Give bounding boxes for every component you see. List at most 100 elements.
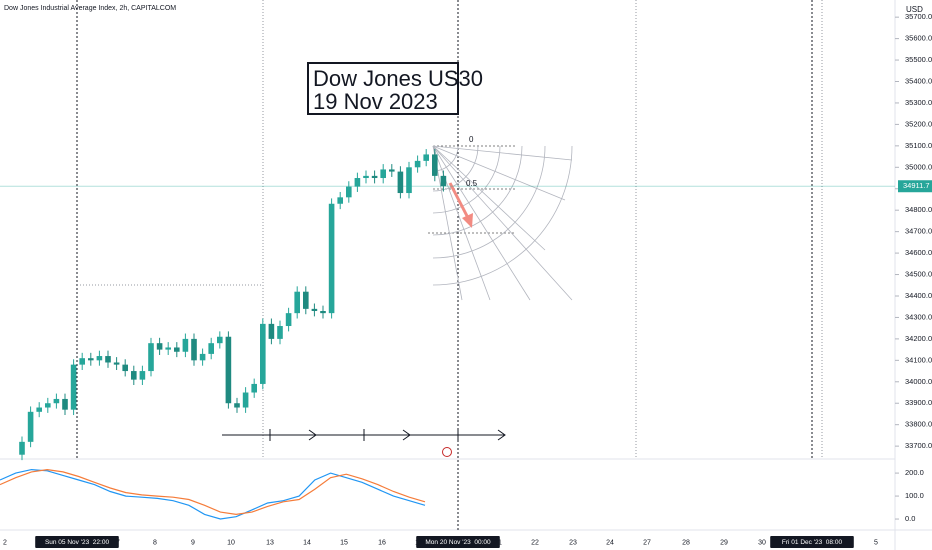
candle-body xyxy=(294,291,300,314)
last-price-label: 34911.7 xyxy=(903,181,930,190)
x-tick-label: 2 xyxy=(3,539,7,546)
x-tick-label: 14 xyxy=(303,539,311,546)
candle-body xyxy=(45,403,51,408)
candle-body xyxy=(122,364,128,372)
annotation-line: Dow Jones US30 xyxy=(313,66,483,91)
y-tick-label: 35200.0 xyxy=(905,119,932,128)
x-label-box xyxy=(416,536,500,548)
candle-body xyxy=(79,358,85,365)
y-tick-label: 35700.0 xyxy=(905,12,932,21)
x-tick-label: 10 xyxy=(227,539,235,546)
candle-body xyxy=(260,323,266,384)
y-tick-label: 34800.0 xyxy=(905,205,932,214)
candle-body xyxy=(380,169,386,179)
x-tick-label: 15 xyxy=(340,539,348,546)
x-tick-label: 9 xyxy=(191,539,195,546)
annotation-box xyxy=(307,62,459,115)
candle-body xyxy=(320,311,326,314)
x-tick-label: 29 xyxy=(720,539,728,546)
candle-body xyxy=(217,336,223,344)
x-label-box xyxy=(35,536,119,548)
x-tick-label: 21 xyxy=(494,539,502,546)
y-tick-label: 34700.0 xyxy=(905,227,932,236)
y-tick-label: 34400.0 xyxy=(905,291,932,300)
candle-body xyxy=(53,398,60,404)
y-tick-label: 35500.0 xyxy=(905,55,932,64)
osc-y-tick-label: 0.0 xyxy=(905,514,915,523)
x-tick-label: 23 xyxy=(569,539,577,546)
candle-body xyxy=(251,383,257,393)
candle-body xyxy=(62,398,68,410)
candle-body xyxy=(242,392,249,408)
candle-body xyxy=(337,197,343,204)
x-tick-label: 5 xyxy=(874,539,878,546)
x-tick-label: Sun 05 Nov '23 22:00 xyxy=(45,539,110,546)
candle-body xyxy=(174,347,180,352)
candle-body xyxy=(208,343,214,354)
fib-fan xyxy=(428,145,573,301)
candle-body xyxy=(311,308,318,312)
x-tick-label: 7 xyxy=(116,539,120,546)
osc-line xyxy=(0,468,426,520)
last-price-box xyxy=(898,180,932,193)
y-tick-label: 34200.0 xyxy=(905,334,932,343)
candle-body xyxy=(36,407,42,412)
candle-body xyxy=(285,313,292,327)
candle-body xyxy=(105,356,111,363)
candle-body xyxy=(96,356,103,361)
candle-body xyxy=(363,175,369,179)
candle-body xyxy=(432,154,438,176)
x-tick-label: 24 xyxy=(606,539,614,546)
candle-body xyxy=(27,411,34,442)
x-tick-label: 13 xyxy=(266,539,274,546)
fib-label: 0 xyxy=(469,135,474,144)
candle-body xyxy=(131,371,137,380)
x-tick-label: 27 xyxy=(643,539,651,546)
candle-body xyxy=(139,371,146,380)
y-tick-label: 34600.0 xyxy=(905,248,932,257)
y-tick-label: 35600.0 xyxy=(905,34,932,43)
candle-body xyxy=(440,175,447,187)
candle-body xyxy=(199,353,206,361)
candle-body xyxy=(113,362,120,365)
candle-body xyxy=(414,160,421,168)
y-tick-label: 34500.0 xyxy=(905,270,932,279)
osc-y-tick-label: 200.0 xyxy=(905,468,924,477)
candle-body xyxy=(148,343,154,372)
event-icon[interactable] xyxy=(442,447,452,457)
candle-body xyxy=(70,364,77,410)
candle-body xyxy=(406,167,412,194)
y-tick-label: 33700.0 xyxy=(905,441,932,450)
y-tick-label: 35100.0 xyxy=(905,141,932,150)
y-tick-label: 34100.0 xyxy=(905,355,932,364)
candle-body xyxy=(191,338,197,361)
candle-body xyxy=(268,323,275,339)
currency-label: USD xyxy=(906,5,923,14)
candle-body xyxy=(423,154,429,161)
candle-body xyxy=(397,171,404,194)
projection-arrow-head xyxy=(462,213,473,228)
x-tick-label: 28 xyxy=(682,539,690,546)
x-tick-label: 8 xyxy=(153,539,157,546)
candle-body xyxy=(165,347,171,350)
candle-body xyxy=(88,358,94,361)
candle-body xyxy=(182,338,189,352)
x-tick-label: Mon 20 Nov '23 00:00 xyxy=(425,539,491,546)
candle-body xyxy=(19,441,25,455)
candle-body xyxy=(277,326,283,339)
y-tick-label: 35000.0 xyxy=(905,162,932,171)
x-tick-label: 30 xyxy=(758,539,766,546)
x-label-box xyxy=(770,536,854,548)
y-tick-label: 33800.0 xyxy=(905,420,932,429)
candle-body xyxy=(328,203,335,314)
timeline-arrows xyxy=(222,429,506,441)
candle-body xyxy=(371,175,378,179)
y-tick-label: 35300.0 xyxy=(905,98,932,107)
x-tick-label: Fri 01 Dec '23 08:00 xyxy=(782,539,843,546)
y-tick-label: 34300.0 xyxy=(905,312,932,321)
x-tick-label: 22 xyxy=(531,539,539,546)
candle-body xyxy=(346,186,352,198)
y-tick-label: 34000.0 xyxy=(905,377,932,386)
annotation-line: 19 Nov 2023 xyxy=(313,89,438,114)
